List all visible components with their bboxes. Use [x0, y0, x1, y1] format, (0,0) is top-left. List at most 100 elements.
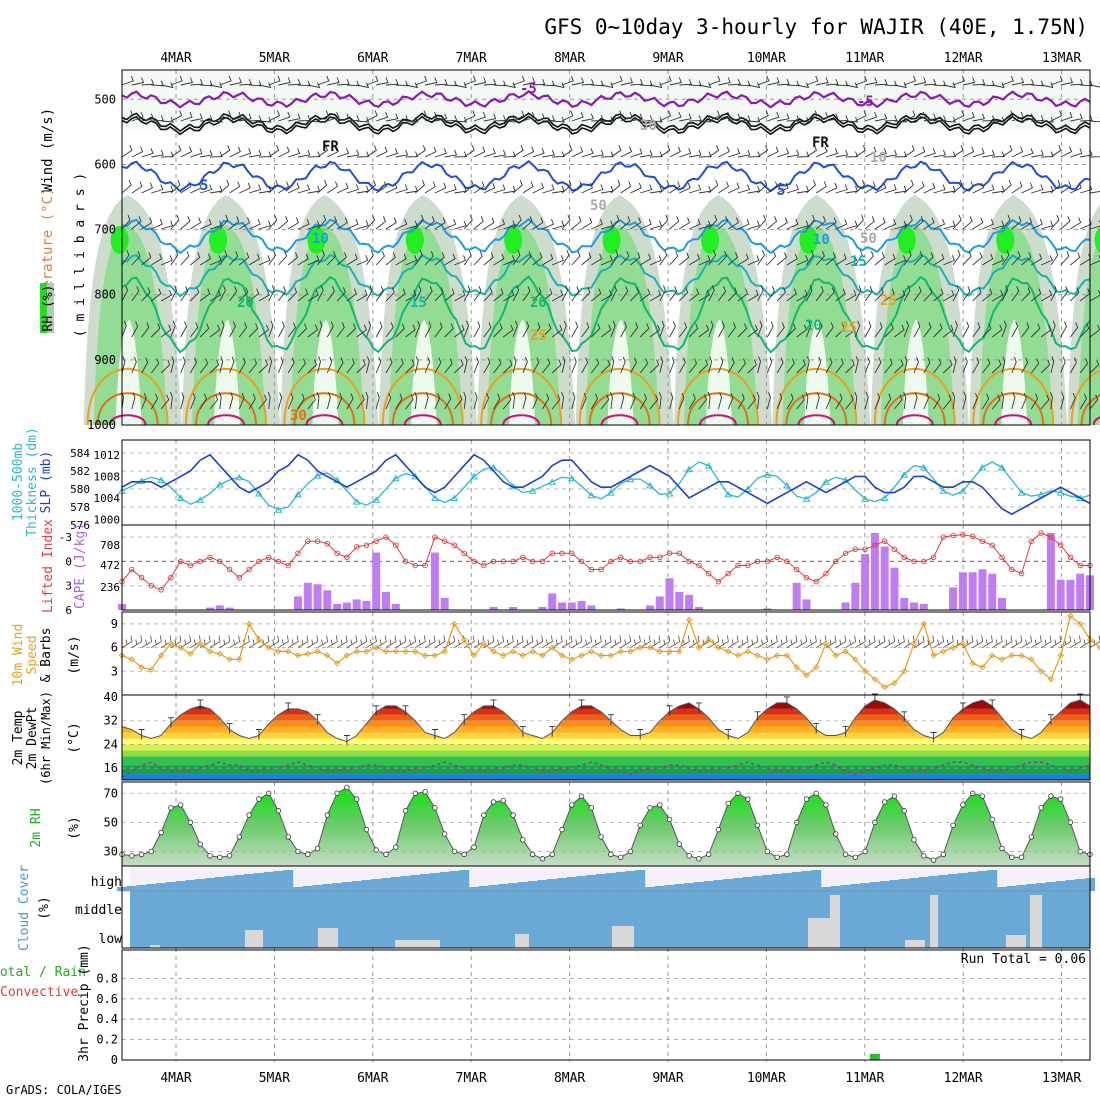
- wind-barb: [170, 320, 176, 338]
- isotherm-warm: [502, 414, 541, 426]
- wind-barb: [414, 285, 422, 302]
- wind-barb: [835, 149, 849, 158]
- wind-barb: [1050, 356, 1055, 374]
- temp-band: [122, 744, 1090, 751]
- isotherm-warm: [699, 414, 737, 426]
- wind-barb: [190, 357, 197, 374]
- wind-barb-10m: [375, 635, 387, 648]
- wind-barb: [405, 255, 418, 266]
- wind-barb: [229, 111, 242, 122]
- wind-barb: [698, 116, 712, 123]
- wind-barb: [258, 289, 270, 302]
- temp-2m-panel: [121, 693, 1091, 781]
- wind-barb: [454, 324, 465, 338]
- wind-barb: [463, 110, 476, 122]
- wind-barb: [786, 253, 798, 266]
- wind-barb: [287, 392, 294, 410]
- wind-barb: [855, 75, 868, 86]
- cloud-high-bar: [742, 877, 753, 891]
- lifted-index-marker: [393, 542, 399, 548]
- wind-barb: [649, 359, 660, 374]
- wind-barb: [463, 391, 467, 410]
- lifted-index-marker: [207, 554, 213, 561]
- wind-barb: [356, 151, 370, 158]
- wind-barb: [737, 253, 749, 266]
- wind-barb-10m: [1011, 635, 1023, 648]
- wind-barb: [375, 321, 383, 338]
- wind-barb: [854, 250, 863, 266]
- rh-marker: [569, 802, 575, 808]
- isotherm-warm: [480, 367, 563, 426]
- wind-barb: [463, 250, 472, 266]
- wind-barb: [707, 391, 711, 410]
- isotherm-warm: [283, 367, 366, 426]
- wind-barb: [385, 322, 394, 338]
- isotherm-5: [121, 160, 1091, 193]
- wind-barb: [297, 358, 306, 374]
- lifted-index-marker: [999, 554, 1005, 561]
- rh-marker: [784, 851, 790, 858]
- wind-barb: [542, 323, 552, 338]
- wind-barb: [542, 115, 556, 122]
- lifted-index-marker: [950, 532, 956, 539]
- cloud-high-bar: [156, 883, 167, 891]
- wind-barb: [757, 145, 769, 158]
- wind-barb: [287, 217, 299, 230]
- lifted-index-marker: [1028, 538, 1035, 544]
- lifted-index-marker: [402, 558, 409, 565]
- wind-barb: [669, 181, 681, 194]
- cloud-cover-panel: [117, 865, 1095, 949]
- wind-barb: [199, 323, 210, 338]
- wind-speed-marker: [627, 648, 634, 655]
- rh-marker: [461, 851, 467, 858]
- wind-barb: [1011, 321, 1019, 338]
- rh-marker: [666, 816, 673, 823]
- wind-barb: [649, 220, 663, 230]
- cloud-frame: [121, 865, 1091, 949]
- contour-label: 50: [590, 198, 607, 214]
- wind-barb: [493, 115, 507, 122]
- wind-barb: [865, 77, 878, 86]
- wind-barb: [679, 182, 691, 194]
- pressure-tick: 600: [94, 157, 116, 171]
- thickness-marker: [998, 463, 1006, 471]
- wind-barb: [542, 358, 551, 374]
- wind-barb-10m: [151, 635, 162, 648]
- wind-barb: [1040, 359, 1051, 374]
- wind-barb: [561, 320, 567, 338]
- wind-barb: [581, 217, 593, 230]
- wind-speed-marker: [764, 656, 771, 663]
- wind-barb: [669, 356, 675, 374]
- wind-barb: [297, 253, 309, 266]
- wind-barb: [913, 251, 923, 266]
- wind-barb: [601, 151, 614, 158]
- wind-barb: [923, 392, 929, 410]
- wind-barb: [385, 392, 392, 410]
- wind-barb: [601, 116, 614, 123]
- wind-barb: [640, 218, 652, 230]
- isotherm-warm: [883, 392, 946, 426]
- wind-barb: [1030, 393, 1039, 410]
- wind-barb: [835, 115, 849, 122]
- wind-barb: [444, 253, 456, 266]
- wind-barb: [1040, 324, 1052, 338]
- cloud-high-bar: [263, 872, 274, 891]
- date-label-top: 5MAR: [259, 51, 290, 66]
- thickness-marker: [294, 490, 302, 498]
- wind-barb: [581, 113, 594, 122]
- cloud-high-bar: [537, 880, 548, 891]
- wind-barb: [845, 324, 856, 338]
- wind-barb: [376, 77, 389, 86]
- wind-barb: [874, 79, 888, 86]
- rh-ylabel: 2m RH: [29, 808, 44, 847]
- wind-speed-marker: [392, 648, 399, 655]
- wind-barb: [933, 393, 941, 410]
- wind-barb: [267, 391, 271, 410]
- wind-barb: [923, 287, 933, 302]
- wind-barb: [336, 322, 345, 338]
- wind-barb-10m: [307, 635, 319, 648]
- wind-barb: [463, 285, 471, 302]
- wind-speed-marker: [118, 652, 126, 659]
- wind-barb: [923, 322, 932, 338]
